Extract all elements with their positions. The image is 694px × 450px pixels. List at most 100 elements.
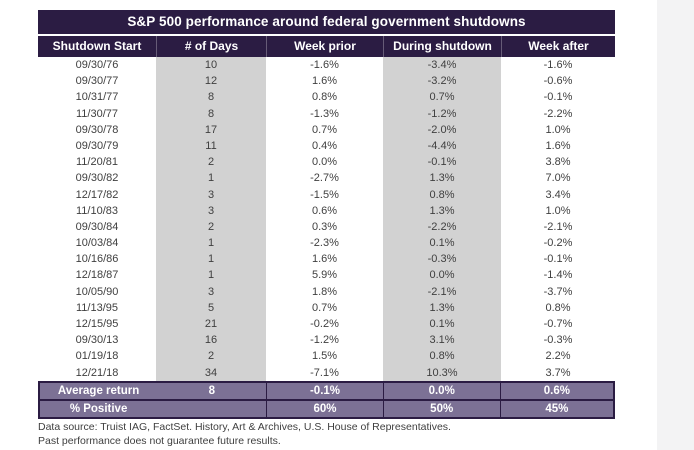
cell-during-shutdown: -1.2%: [383, 105, 501, 122]
cell-shutdown-start: 10/05/90: [75, 285, 119, 298]
table-row: 01/19/18 2 1.5% 0.8% 2.2%: [38, 348, 615, 365]
cell-during-shutdown: -3.4%: [383, 57, 501, 74]
column-header-during-shutdown: During shutdown: [383, 36, 501, 57]
cell-week-after: -0.1%: [543, 253, 573, 266]
table-row: 10/31/77 8 0.8% 0.7% -0.1%: [38, 89, 615, 106]
cell-num-days: 1: [156, 267, 266, 284]
cell-during-shutdown: 0.8%: [383, 348, 501, 365]
cell-shutdown-start: 12/15/95: [75, 318, 119, 330]
table-row: 09/30/77 12 1.6% -3.2% -0.6%: [38, 73, 615, 90]
cell-shutdown-start: 10/16/86: [75, 253, 119, 266]
cell-during-shutdown: -2.2%: [383, 218, 501, 236]
cell-shutdown-start: 12/21/18: [75, 366, 119, 379]
cell-num-days: 10: [156, 57, 266, 74]
cell-week-prior: 0.3%: [311, 220, 338, 233]
cell-during-shutdown: -4.4%: [383, 137, 501, 155]
cell-shutdown-start: 09/30/84: [75, 220, 119, 233]
cell-during-shutdown: 10.3%: [383, 364, 501, 381]
summary-cell-week-prior: 60%: [266, 400, 382, 417]
table-row: 11/30/77 8 -1.3% -1.2% -2.2%: [38, 105, 615, 122]
summary-row-percent-positive: % Positive 60% 50% 45%: [40, 398, 613, 417]
cell-week-after: -0.1%: [543, 91, 573, 104]
cell-num-days: 2: [156, 348, 266, 365]
cell-num-days: 2: [156, 154, 266, 171]
summary-cell-week-prior: -0.1%: [266, 382, 382, 399]
cell-num-days: 3: [156, 283, 266, 300]
cell-week-prior: 1.8%: [311, 285, 338, 298]
source-note: Data source: Truist IAG, FactSet. Histor…: [38, 421, 451, 433]
table-row: 09/30/79 11 0.4% -4.4% 1.6%: [38, 137, 615, 155]
cell-num-days: 1: [156, 251, 266, 268]
summary-cell-shutdown-start: Average return: [57, 384, 140, 397]
cell-num-days: 17: [156, 121, 266, 138]
disclaimer-note: Past performance does not guarantee futu…: [38, 434, 281, 447]
cell-during-shutdown: -0.3%: [383, 251, 501, 268]
cell-num-days: 5: [156, 299, 266, 316]
cell-week-prior: 1.6%: [311, 75, 338, 88]
cell-week-after: 2.2%: [545, 350, 571, 363]
cell-shutdown-start: 10/03/84: [75, 237, 119, 250]
table-row: 11/13/95 5 0.7% 1.3% 0.8%: [38, 299, 615, 316]
cell-week-after: -1.6%: [543, 59, 573, 71]
cell-week-prior: -7.1%: [310, 366, 339, 379]
cell-shutdown-start: 09/30/76: [75, 59, 119, 71]
table-row: 09/30/76 10 -1.6% -3.4% -1.6%: [38, 57, 615, 74]
cell-num-days: 11: [156, 137, 266, 155]
cell-num-days: 8: [156, 89, 266, 106]
cell-week-after: 1.0%: [545, 123, 571, 136]
table-body: 09/30/76 10 -1.6% -3.4% -1.6% 09/30/77 12 1.6% -…: [38, 57, 615, 381]
cell-week-after: -1.4%: [543, 269, 573, 282]
cell-week-after: -0.2%: [543, 237, 573, 250]
cell-num-days: 16: [156, 332, 266, 349]
cell-week-after: -0.3%: [543, 334, 573, 347]
cell-week-after: 3.7%: [545, 366, 571, 379]
summary-cell-during-shutdown: 0.0%: [382, 382, 500, 399]
cell-week-after: 1.6%: [545, 139, 571, 152]
page-right-gutter: [657, 0, 694, 450]
table-row: 12/17/82 3 -1.5% 0.8% 3.4%: [38, 186, 615, 203]
cell-week-prior: 5.9%: [311, 269, 338, 282]
cell-during-shutdown: 0.8%: [383, 186, 501, 203]
cell-num-days: 34: [156, 364, 266, 381]
cell-during-shutdown: -2.1%: [383, 283, 501, 300]
table-header-row: Shutdown Start # of Days Week prior During …: [38, 36, 615, 57]
cell-num-days: 1: [156, 235, 266, 252]
cell-shutdown-start: 01/19/18: [75, 350, 119, 363]
cell-during-shutdown: -3.2%: [383, 73, 501, 90]
cell-week-prior: -1.6%: [310, 59, 339, 71]
cell-week-after: -2.1%: [543, 220, 573, 233]
cell-during-shutdown: 3.1%: [383, 332, 501, 349]
table-row: 09/30/82 1 -2.7% 1.3% 7.0%: [38, 170, 615, 187]
cell-week-prior: 1.6%: [311, 253, 338, 266]
cell-week-after: 0.8%: [545, 301, 571, 314]
cell-during-shutdown: 0.7%: [383, 89, 501, 106]
cell-shutdown-start: 09/30/13: [75, 334, 119, 347]
cell-shutdown-start: 09/30/82: [75, 172, 119, 185]
summary-cell-shutdown-start: % Positive: [69, 402, 128, 415]
summary-cell-num-days: 8: [208, 384, 215, 397]
cell-week-prior: 0.8%: [311, 91, 338, 104]
cell-during-shutdown: 0.1%: [383, 235, 501, 252]
cell-week-after: 3.8%: [545, 156, 571, 169]
cell-week-after: -0.6%: [543, 75, 573, 88]
table-summary: Average return 8 -0.1% 0.0% 0.6% % Positive 60…: [38, 380, 615, 419]
table-row: 11/20/81 2 0.0% -0.1% 3.8%: [38, 154, 615, 171]
cell-num-days: 21: [156, 316, 266, 333]
table-row: 12/15/95 21 -0.2% 0.1% -0.7%: [38, 316, 615, 333]
cell-week-after: -2.2%: [543, 107, 573, 120]
cell-during-shutdown: 1.3%: [383, 170, 501, 187]
cell-week-after: -3.7%: [543, 285, 573, 298]
table-row: 10/16/86 1 1.6% -0.3% -0.1%: [38, 251, 615, 268]
column-header-shutdown-start: Shutdown Start: [52, 39, 142, 53]
table-row: 12/18/87 1 5.9% 0.0% -1.4%: [38, 267, 615, 284]
cell-num-days: 3: [156, 186, 266, 203]
cell-week-prior: -2.3%: [310, 237, 339, 250]
cell-week-prior: 0.7%: [311, 123, 338, 136]
cell-week-prior: -1.5%: [310, 188, 339, 201]
table-row: 10/03/84 1 -2.3% 0.1% -0.2%: [38, 235, 615, 252]
cell-week-prior: -2.7%: [310, 172, 339, 185]
cell-during-shutdown: 0.1%: [383, 316, 501, 333]
cell-shutdown-start: 11/20/81: [75, 156, 118, 169]
cell-shutdown-start: 10/31/77: [75, 91, 119, 104]
cell-during-shutdown: -2.0%: [383, 121, 501, 138]
